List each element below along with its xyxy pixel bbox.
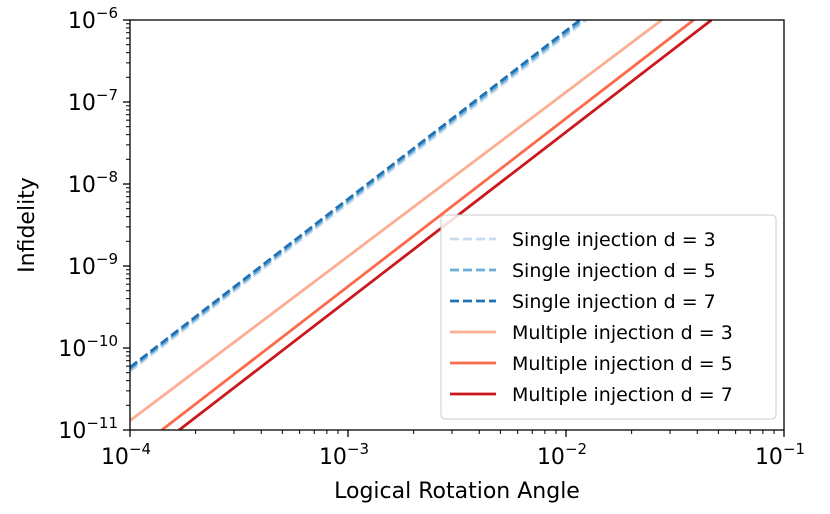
series-line-4 bbox=[130, 20, 663, 422]
y-tick-label-3: 10−9 bbox=[68, 250, 118, 280]
plot-frame bbox=[129, 19, 785, 431]
x-axis: 10−4 10−3 10−2 10−1 bbox=[101, 430, 805, 470]
x-tick-label-4: 10−1 bbox=[755, 440, 805, 470]
legend-label-4: Multiple injection d = 3 bbox=[512, 322, 733, 344]
series-line-1 bbox=[130, 20, 588, 373]
legend-label-5: Multiple injection d = 5 bbox=[512, 353, 733, 375]
legend-label-6: Multiple injection d = 7 bbox=[512, 384, 733, 406]
legend: Single injection d = 3 Single injection d… bbox=[440, 214, 777, 420]
y-tick-label-6: 10−6 bbox=[68, 4, 118, 34]
y-tick-label-1: 10−11 bbox=[58, 414, 118, 444]
y-axis: 10−11 10−10 10−9 10−8 10−7 10−6 bbox=[58, 4, 130, 444]
x-axis-label: Logical Rotation Angle bbox=[334, 479, 580, 504]
y-axis-label: Infidelity bbox=[15, 177, 40, 273]
legend-box bbox=[440, 214, 777, 420]
legend-label-3: Single injection d = 7 bbox=[512, 291, 716, 313]
y-tick-label-4: 10−8 bbox=[68, 168, 118, 198]
x-tick-label-1: 10−4 bbox=[101, 440, 151, 470]
series-line-5 bbox=[161, 20, 695, 430]
legend-label-1: Single injection d = 3 bbox=[512, 229, 716, 251]
y-tick-label-5: 10−7 bbox=[68, 86, 118, 116]
series-line-3 bbox=[130, 20, 581, 369]
legend-label-2: Single injection d = 5 bbox=[512, 260, 716, 282]
series-layer bbox=[130, 20, 713, 430]
y-tick-label-2: 10−10 bbox=[58, 332, 118, 362]
x-tick-label-2: 10−3 bbox=[319, 440, 369, 470]
series-line-2 bbox=[130, 20, 585, 371]
x-tick-label-3: 10−2 bbox=[537, 440, 587, 470]
